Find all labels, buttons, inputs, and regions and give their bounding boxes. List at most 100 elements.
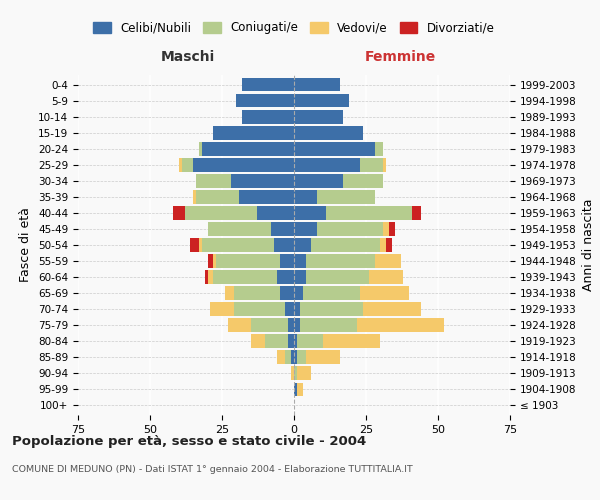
Bar [294, 158, 360, 172]
Bar [294, 142, 374, 156]
Bar [199, 238, 202, 252]
Bar [205, 270, 208, 284]
Bar [185, 206, 257, 220]
Bar [297, 350, 305, 364]
Bar [294, 382, 297, 396]
Bar [228, 318, 251, 332]
Bar [300, 302, 363, 316]
Bar [230, 174, 294, 188]
Text: COMUNE DI MEDUNO (PN) - Dati ISTAT 1° gennaio 2004 - Elaborazione TUTTITALIA.IT: COMUNE DI MEDUNO (PN) - Dati ISTAT 1° ge… [12, 465, 413, 474]
Bar [294, 126, 363, 140]
Bar [251, 334, 265, 348]
Bar [193, 190, 196, 203]
Bar [225, 286, 233, 300]
Legend: Celibi/Nubili, Coniugati/e, Vedovi/e, Divorziati/e: Celibi/Nubili, Coniugati/e, Vedovi/e, Di… [93, 22, 495, 35]
Bar [291, 350, 294, 364]
Bar [280, 286, 294, 300]
Bar [286, 302, 294, 316]
Bar [265, 334, 288, 348]
Bar [294, 286, 302, 300]
Bar [291, 366, 294, 380]
Bar [412, 206, 421, 220]
Bar [190, 238, 199, 252]
Bar [257, 206, 294, 220]
Bar [242, 110, 294, 124]
Bar [294, 366, 297, 380]
Bar [305, 254, 374, 268]
Bar [360, 158, 383, 172]
Bar [294, 238, 311, 252]
Bar [214, 254, 216, 268]
Bar [294, 318, 300, 332]
Y-axis label: Fasce di età: Fasce di età [19, 208, 32, 282]
Bar [294, 254, 305, 268]
Bar [214, 270, 277, 284]
Bar [374, 254, 401, 268]
Bar [374, 142, 383, 156]
Text: Popolazione per età, sesso e stato civile - 2004: Popolazione per età, sesso e stato civil… [12, 435, 366, 448]
Bar [386, 238, 392, 252]
Bar [271, 222, 294, 236]
Bar [182, 158, 193, 172]
Bar [202, 238, 274, 252]
Bar [288, 318, 294, 332]
Bar [311, 238, 380, 252]
Bar [363, 302, 421, 316]
Bar [380, 238, 386, 252]
Bar [193, 158, 294, 172]
Bar [297, 366, 311, 380]
Bar [286, 350, 291, 364]
Bar [323, 334, 380, 348]
Bar [358, 318, 444, 332]
Bar [294, 206, 326, 220]
Bar [305, 350, 340, 364]
Bar [208, 254, 214, 268]
Bar [383, 222, 389, 236]
Bar [297, 334, 323, 348]
Bar [214, 126, 294, 140]
Bar [294, 302, 300, 316]
Bar [211, 302, 233, 316]
Bar [196, 190, 239, 203]
Bar [294, 110, 343, 124]
Bar [239, 190, 294, 203]
Bar [242, 78, 294, 92]
Bar [389, 222, 395, 236]
Bar [317, 190, 374, 203]
Bar [233, 286, 280, 300]
Bar [216, 254, 280, 268]
Y-axis label: Anni di nascita: Anni di nascita [582, 198, 595, 291]
Bar [305, 270, 369, 284]
Bar [294, 190, 317, 203]
Bar [294, 174, 343, 188]
Bar [297, 382, 302, 396]
Bar [208, 222, 271, 236]
Text: Maschi: Maschi [160, 50, 215, 64]
Bar [294, 94, 349, 108]
Bar [208, 270, 214, 284]
Bar [288, 334, 294, 348]
Bar [343, 174, 383, 188]
Bar [302, 286, 360, 300]
Bar [294, 350, 297, 364]
Bar [196, 174, 230, 188]
Bar [294, 222, 317, 236]
Bar [199, 142, 202, 156]
Bar [294, 78, 340, 92]
Bar [360, 286, 409, 300]
Bar [280, 254, 294, 268]
Bar [294, 270, 305, 284]
Bar [300, 318, 358, 332]
Bar [202, 142, 294, 156]
Bar [179, 158, 182, 172]
Bar [233, 302, 286, 316]
Bar [317, 222, 383, 236]
Bar [274, 238, 294, 252]
Bar [383, 158, 386, 172]
Bar [251, 318, 288, 332]
Bar [277, 270, 294, 284]
Bar [236, 94, 294, 108]
Bar [277, 350, 286, 364]
Text: Femmine: Femmine [365, 50, 436, 64]
Bar [173, 206, 185, 220]
